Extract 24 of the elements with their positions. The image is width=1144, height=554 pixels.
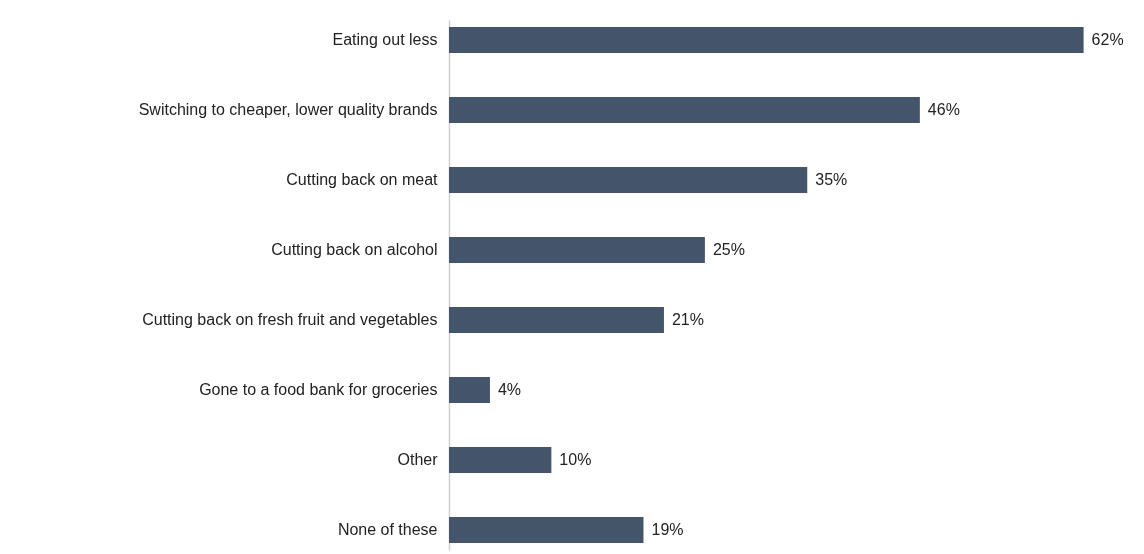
bar (449, 27, 1084, 53)
y-tick-label: Eating out less (332, 30, 438, 48)
data-label: 4% (497, 381, 522, 399)
bar (449, 97, 920, 123)
y-tick-label: Cutting back on alcohol (271, 240, 438, 258)
bar (449, 517, 644, 543)
bar (449, 307, 664, 333)
data-label: 25% (712, 240, 745, 258)
bar (449, 377, 490, 403)
bar (449, 237, 705, 263)
bar (449, 447, 552, 473)
y-tick-label: Gone to a food bank for groceries (199, 381, 438, 399)
bar (449, 167, 808, 193)
data-label: 21% (671, 311, 704, 329)
data-label: 62% (1091, 30, 1124, 48)
y-tick-label: None of these (337, 521, 438, 539)
data-label: 46% (927, 100, 960, 118)
y-tick-label: Switching to cheaper, lower quality brands (138, 100, 438, 118)
y-tick-label: Other (397, 451, 439, 469)
data-label: 10% (559, 451, 592, 469)
data-label: 19% (651, 521, 684, 539)
data-label: 35% (815, 170, 848, 188)
y-tick-label: Cutting back on fresh fruit and vegetables (142, 311, 438, 329)
y-tick-label: Cutting back on meat (286, 170, 439, 188)
